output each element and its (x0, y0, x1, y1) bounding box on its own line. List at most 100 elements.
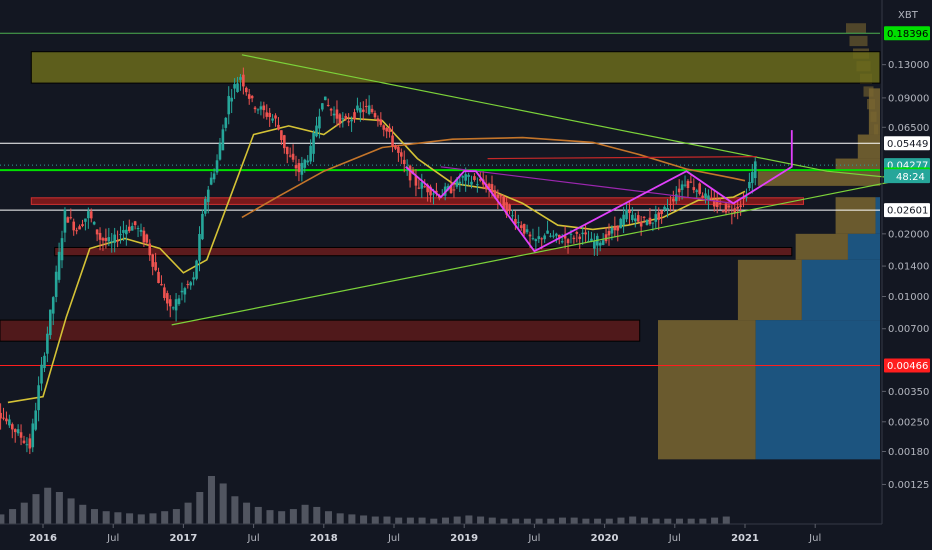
candle-body-45 (116, 240, 119, 242)
candle-body-60 (160, 284, 163, 286)
volume-bar-6 (55, 492, 63, 524)
y-tick-label-5: 0.01400 (888, 262, 929, 273)
candle-body-41 (104, 237, 108, 241)
candle-body-127 (356, 105, 359, 111)
candle-body-262 (751, 172, 754, 183)
candle-body-87 (239, 77, 242, 80)
volume-profile-upper-0 (757, 171, 880, 186)
candle-body-117 (326, 104, 330, 106)
candle-body-182 (517, 221, 520, 223)
candle-body-125 (350, 119, 353, 122)
candle-body-154 (435, 190, 438, 193)
price-badge-5-bg (884, 203, 930, 218)
candle-body-35 (87, 211, 90, 219)
volume-bar-45 (512, 518, 520, 524)
trendlines (171, 54, 898, 326)
volume-profile-bull-0 (875, 197, 880, 234)
volume-bar-33 (371, 516, 379, 524)
candle-body-207 (590, 238, 593, 242)
candle-body-186 (528, 234, 532, 237)
candle-body-61 (163, 287, 166, 298)
volume-profile-upper-1 (835, 158, 880, 172)
volume-profile-stair-7 (849, 35, 868, 47)
volume-bar-12 (126, 513, 134, 524)
candle-body-21 (46, 333, 49, 354)
volume-bar-51 (582, 518, 590, 524)
candle-body-161 (455, 178, 459, 187)
candle-body-51 (133, 221, 137, 226)
candle-body-107 (297, 163, 301, 173)
zones (0, 51, 881, 342)
candle-body-83 (227, 96, 231, 115)
volume-bar-18 (196, 492, 204, 524)
volume-profile-stair-8 (846, 23, 866, 34)
candle-body-110 (306, 160, 310, 163)
candle-body-138 (388, 127, 391, 133)
candle-body-59 (157, 271, 160, 284)
trendline-2 (440, 166, 734, 204)
volume-bar-4 (32, 494, 40, 524)
candle-body-92 (253, 107, 257, 110)
trendline-0 (241, 54, 898, 179)
x-tick-label-11: Jul (808, 533, 821, 544)
candle-body-93 (256, 109, 260, 111)
candle-body-37 (92, 221, 96, 225)
candle-body-103 (285, 146, 289, 155)
candle-body-148 (417, 187, 421, 189)
volume-profile-stair-3 (863, 86, 874, 97)
candle-body-237 (677, 188, 681, 193)
candle-body-43 (110, 241, 114, 243)
candle-body-53 (139, 229, 143, 232)
candle-body-31 (75, 230, 78, 232)
candle-body-178 (505, 202, 508, 215)
candle-body-222 (634, 218, 637, 222)
volume-profile-upper-3 (868, 88, 880, 135)
x-tick-label-10: 2021 (731, 533, 759, 544)
candle-body-95 (262, 105, 266, 111)
volume-bar-47 (535, 518, 543, 524)
volume-bar-7 (67, 498, 75, 524)
candle-body-94 (259, 106, 263, 110)
candle-body-10 (13, 429, 17, 433)
candle-body-205 (584, 232, 587, 235)
volume-bar-16 (172, 509, 180, 524)
candle-body-152 (429, 186, 432, 196)
candle-body-251 (718, 202, 722, 204)
candle-body-29 (69, 217, 73, 219)
countdown-badge: 48:24 (896, 172, 925, 183)
candle-body-188 (534, 239, 538, 242)
candle-body-126 (353, 112, 356, 120)
zone-1 (30, 197, 805, 205)
candle-body-229 (654, 214, 658, 222)
candle-body-131 (367, 105, 371, 115)
candle-body-165 (467, 174, 470, 177)
volume-bar-54 (617, 517, 625, 524)
volume-bar-39 (441, 517, 449, 524)
volume-bar-27 (301, 504, 309, 524)
candle-body-136 (382, 125, 386, 130)
candle-body-86 (236, 83, 239, 93)
candle-body-167 (473, 176, 476, 180)
candle-body-54 (142, 230, 146, 243)
candle-body-98 (271, 118, 274, 121)
volume-bar-20 (219, 483, 227, 524)
volume-bars (0, 476, 730, 524)
candle-body-258 (739, 205, 742, 208)
candle-body-68 (183, 288, 187, 295)
candle-body-147 (414, 176, 418, 186)
candle-body-99 (274, 115, 277, 119)
candle-body-257 (736, 206, 739, 209)
volume-bar-3 (20, 502, 28, 524)
y-tick-label-1: 0.13000 (888, 60, 929, 71)
candle-body-11 (16, 429, 20, 434)
x-tick-label-6: 2019 (450, 533, 478, 544)
candle-body-130 (364, 106, 368, 108)
candle-body-218 (622, 214, 625, 226)
candle-body-181 (514, 218, 517, 225)
candle-body-245 (701, 195, 704, 198)
y-tick-label-9: 0.00250 (888, 417, 929, 428)
candle-body-6 (2, 417, 5, 419)
candle-body-44 (113, 234, 116, 243)
volume-bar-14 (149, 513, 157, 524)
